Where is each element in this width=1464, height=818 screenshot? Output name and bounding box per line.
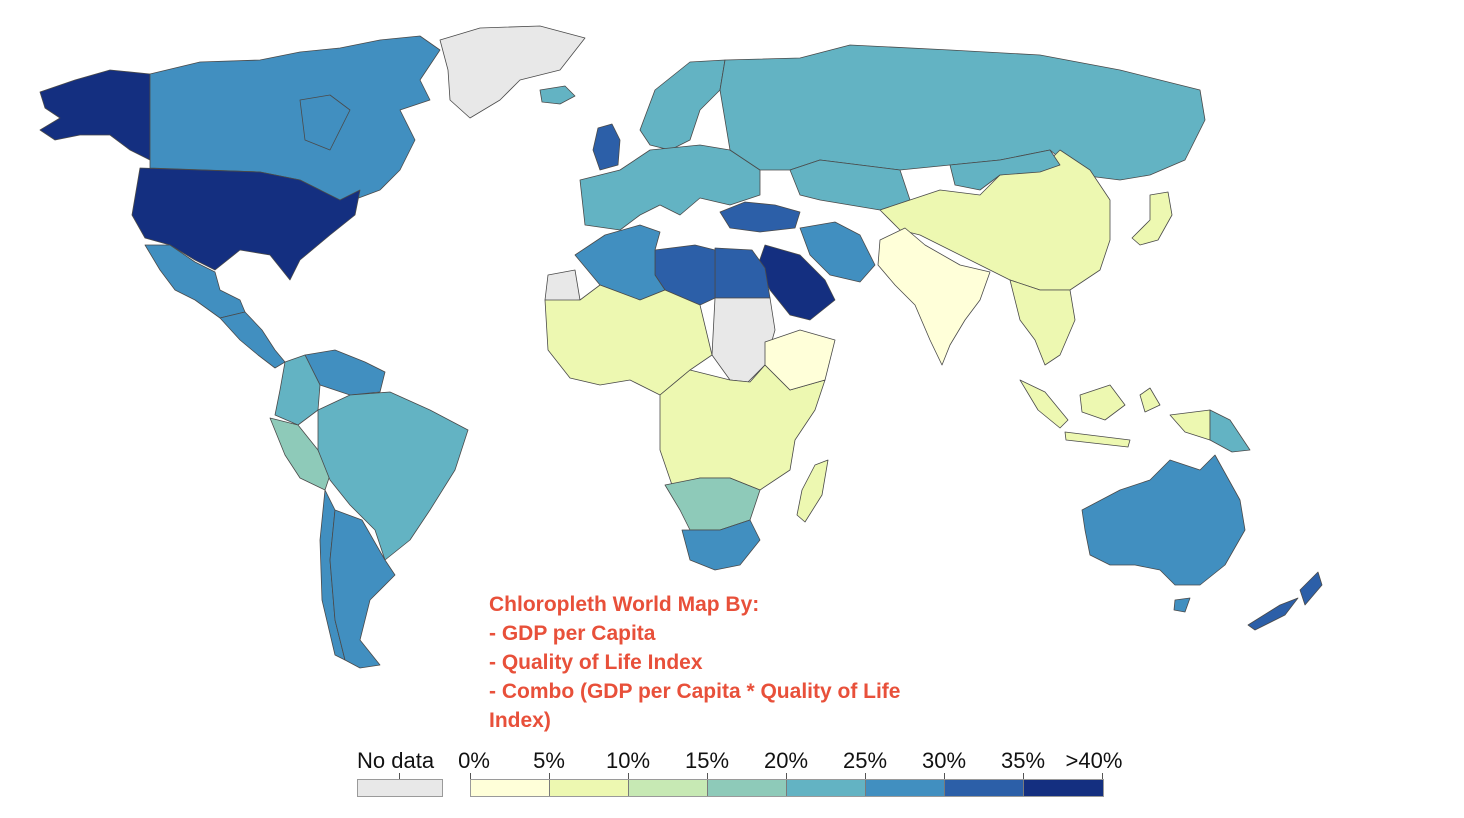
legend-tick-label: 20% [763, 748, 809, 773]
map-annotation: Chloropleth World Map By: - GDP per Capi… [489, 590, 989, 735]
country-south-africa[interactable]: South Africa [681, 519, 761, 571]
legend-bin [550, 780, 629, 796]
country-mongolia[interactable]: Mongolia [949, 149, 1061, 191]
legend-bin [787, 780, 866, 796]
no-data-swatch [357, 779, 443, 797]
legend-tick-mark [865, 773, 866, 779]
color-legend: No data 0% 5% 10% 15% 20% 25% 30% 35% >40% [357, 746, 1122, 806]
legend-bin [1024, 780, 1103, 796]
country-sahel-west-africa[interactable]: Sahel & West Africa [544, 284, 713, 396]
no-data-tick [399, 773, 400, 779]
legend-tick-mark [470, 773, 471, 779]
country-indonesia[interactable]: Indonesia [1019, 379, 1211, 448]
country-iran[interactable]: Iran [799, 221, 876, 283]
legend-tick-label: 10% [605, 748, 651, 773]
legend-tick-label: >40% [1065, 748, 1123, 773]
legend-bin [866, 780, 945, 796]
country-new-zealand[interactable]: New Zealand [1247, 571, 1323, 631]
legend-tick-mark [628, 773, 629, 779]
legend-tick-mark [707, 773, 708, 779]
legend-tick-label: 15% [684, 748, 730, 773]
annotation-line: - GDP per Capita [489, 622, 656, 645]
annotation-line: - Combo (GDP per Capita * Quality of Lif… [489, 680, 901, 703]
country-canada[interactable]: Canada [149, 35, 441, 206]
annotation-line: Index) [489, 709, 551, 732]
country-scandinavia[interactable]: Scandinavia [639, 59, 726, 151]
legend-tick-mark [1102, 773, 1103, 779]
legend-tick-label: 25% [842, 748, 888, 773]
annotation-line: Chloropleth World Map By: [489, 593, 760, 616]
country-sudan[interactable]: Sudan [711, 297, 776, 383]
country-china[interactable]: China [879, 149, 1111, 291]
country-greenland[interactable]: Greenland [439, 25, 586, 119]
no-data-label: No data [357, 748, 435, 773]
legend-bin [629, 780, 708, 796]
country-australia[interactable]: Australia [1081, 454, 1246, 613]
legend-tick-label: 0% [458, 748, 490, 773]
legend-tick-label: 5% [533, 748, 565, 773]
country-mauritania[interactable]: Mauritania [544, 269, 581, 303]
country-venezuela[interactable]: Venezuela [304, 349, 386, 396]
legend-color-bins [470, 779, 1104, 797]
countries-layer: Alaska Canada Greenland United States Me… [39, 25, 1323, 669]
country-iceland[interactable]: Iceland [539, 85, 576, 105]
country-ethiopia[interactable]: Ethiopia [764, 329, 836, 391]
country-argentina[interactable]: Argentina [329, 509, 396, 669]
country-united-kingdom[interactable]: United Kingdom [592, 123, 621, 171]
legend-bin [945, 780, 1024, 796]
country-papua-new-guinea[interactable]: Papua New Guinea [1209, 409, 1251, 453]
country-india[interactable]: India [877, 227, 991, 366]
legend-tick-mark [549, 773, 550, 779]
country-turkey[interactable]: Turkey [719, 201, 801, 233]
country-brazil[interactable]: Brazil [317, 391, 469, 561]
legend-tick-mark [944, 773, 945, 779]
country-southeast-asia[interactable]: Southeast Asia [1009, 279, 1076, 366]
legend-tick-label: 30% [921, 748, 967, 773]
country-mexico[interactable]: Mexico [144, 244, 246, 319]
country-madagascar[interactable]: Madagascar [796, 459, 829, 523]
legend-bin [471, 780, 550, 796]
country-western-europe[interactable]: Western Europe [579, 144, 761, 231]
country-japan[interactable]: Japan [1131, 191, 1173, 246]
country-peru[interactable]: Peru [269, 417, 331, 491]
country-united-states[interactable]: United States [131, 167, 361, 281]
annotation-line: - Quality of Life Index [489, 651, 703, 674]
legend-tick-mark [1023, 773, 1024, 779]
legend-tick-mark [786, 773, 787, 779]
world-map: Alaska Canada Greenland United States Me… [39, 25, 1323, 669]
legend-bin [708, 780, 787, 796]
country-colombia[interactable]: Colombia [274, 354, 321, 426]
country-alaska[interactable]: Alaska [39, 69, 151, 161]
legend-tick-label: 35% [1000, 748, 1046, 773]
